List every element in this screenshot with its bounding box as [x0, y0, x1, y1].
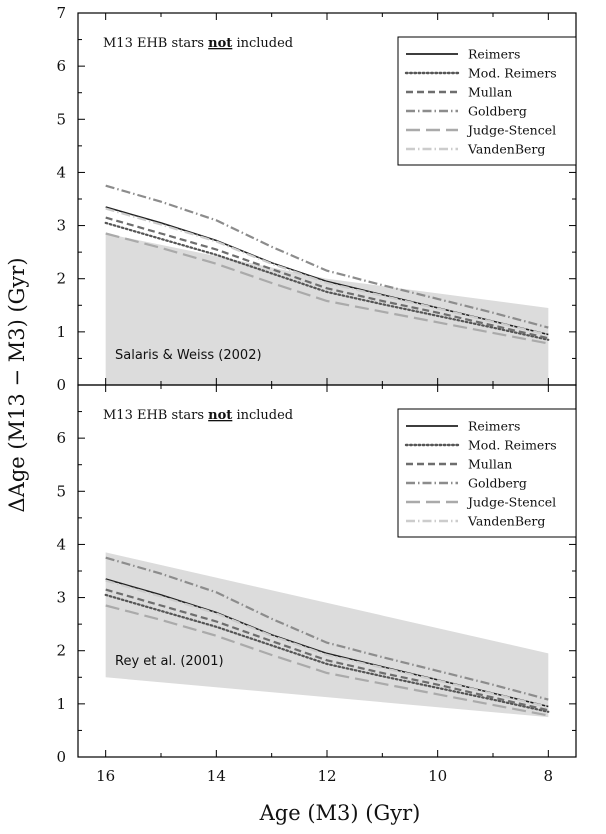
legend-label: Mullan: [468, 457, 512, 472]
x-axis-title: Age (M3) (Gyr): [259, 801, 421, 825]
series-line-mullan: [105, 216, 549, 340]
y-tick-label: 3: [56, 589, 66, 607]
series-line-vandenberg: [105, 207, 549, 337]
annotation-prefix: M13 EHB stars: [103, 36, 208, 51]
shaded-band: [105, 233, 549, 385]
legend-label: VandenBerg: [467, 514, 545, 529]
legend-label: Reimers: [468, 47, 520, 62]
legend-label: Mod. Reimers: [468, 66, 557, 81]
annotation-prefix: M13 EHB stars: [103, 408, 208, 423]
panel-annotation: M13 EHB stars not included: [103, 36, 293, 51]
legend-label: Goldberg: [468, 476, 527, 491]
y-tick-label: 0: [56, 376, 66, 394]
x-tick-label: 10: [428, 767, 447, 785]
y-tick-label: 5: [56, 482, 66, 500]
y-tick-label: 3: [56, 217, 66, 235]
y-tick-label: 4: [56, 163, 66, 181]
series-line-mullan: [105, 588, 549, 712]
legend-label: Judge-Stencel: [466, 123, 556, 138]
y-tick-label: 2: [56, 642, 66, 660]
band-label: Rey et al. (2001): [115, 654, 224, 669]
y-tick-label: 5: [56, 110, 66, 128]
y-tick-label: 6: [56, 429, 66, 447]
annotation-suffix: included: [232, 408, 293, 423]
series-line-judge-stencel: [105, 232, 549, 345]
y-tick-label: 4: [56, 535, 66, 553]
series-line-mod-reimers: [104, 593, 550, 713]
y-axis-title: ΔAge (M13 − M3) (Gyr): [5, 257, 29, 512]
series-line-mod-reimers: [104, 221, 550, 341]
annotation-emphasis: not: [208, 36, 232, 51]
y-tick-label: 1: [56, 323, 66, 341]
series-line-goldberg: [105, 184, 549, 329]
x-tick-label: 12: [317, 767, 336, 785]
annotation-emphasis: not: [208, 408, 232, 423]
x-tick-label: 14: [207, 767, 226, 785]
series-line-judge-stencel: [105, 604, 549, 717]
legend-label: Mod. Reimers: [468, 438, 557, 453]
legend-label: VandenBerg: [467, 142, 545, 157]
annotation-suffix: included: [232, 36, 293, 51]
legend-box: [397, 36, 577, 166]
y-tick-label: 7: [56, 4, 66, 22]
y-tick-label: 6: [56, 57, 66, 75]
legend-label: Judge-Stencel: [466, 495, 556, 510]
y-tick-label: 1: [56, 695, 66, 713]
y-tick-label: 2: [56, 270, 66, 288]
series-line-vandenberg: [105, 579, 549, 709]
x-tick-label: 16: [96, 767, 115, 785]
series-line-goldberg: [105, 556, 549, 701]
band-label: Salaris & Weiss (2002): [115, 348, 262, 363]
legend-label: Reimers: [468, 419, 520, 434]
x-tick-label: 8: [544, 767, 554, 785]
y-tick-label: 0: [56, 748, 66, 766]
legend-label: Goldberg: [468, 104, 527, 119]
chart-panel-top: 0 1 2 3 4 5 6 7 M13 EHB stars not included Salari…: [56, 4, 577, 394]
shaded-band: [105, 552, 549, 718]
legend-box: [397, 408, 577, 538]
panel-annotation: M13 EHB stars not included: [103, 408, 293, 423]
legend-label: Mullan: [468, 85, 512, 100]
